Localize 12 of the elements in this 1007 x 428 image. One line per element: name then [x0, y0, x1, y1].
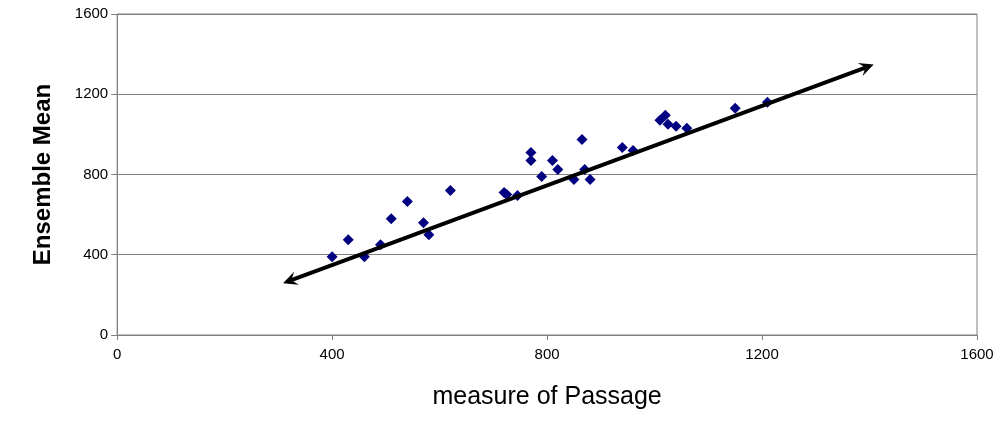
- y-tick-label: 0: [99, 325, 109, 343]
- x-axis-title: measure of Passage: [432, 380, 662, 409]
- x-tick-label: 1200: [745, 345, 779, 363]
- y-tick-label: 800: [83, 164, 109, 182]
- x-tick-label: 0: [113, 345, 122, 363]
- y-axis-title: Ensemble Mean: [28, 83, 56, 266]
- y-tick-label: 1600: [74, 4, 109, 22]
- y-tick-label: 1200: [74, 84, 109, 102]
- x-tick-label: 800: [534, 345, 560, 363]
- x-tick-label: 400: [319, 345, 345, 363]
- y-tick-label: 400: [83, 244, 109, 262]
- x-tick-label: 1600: [960, 345, 994, 363]
